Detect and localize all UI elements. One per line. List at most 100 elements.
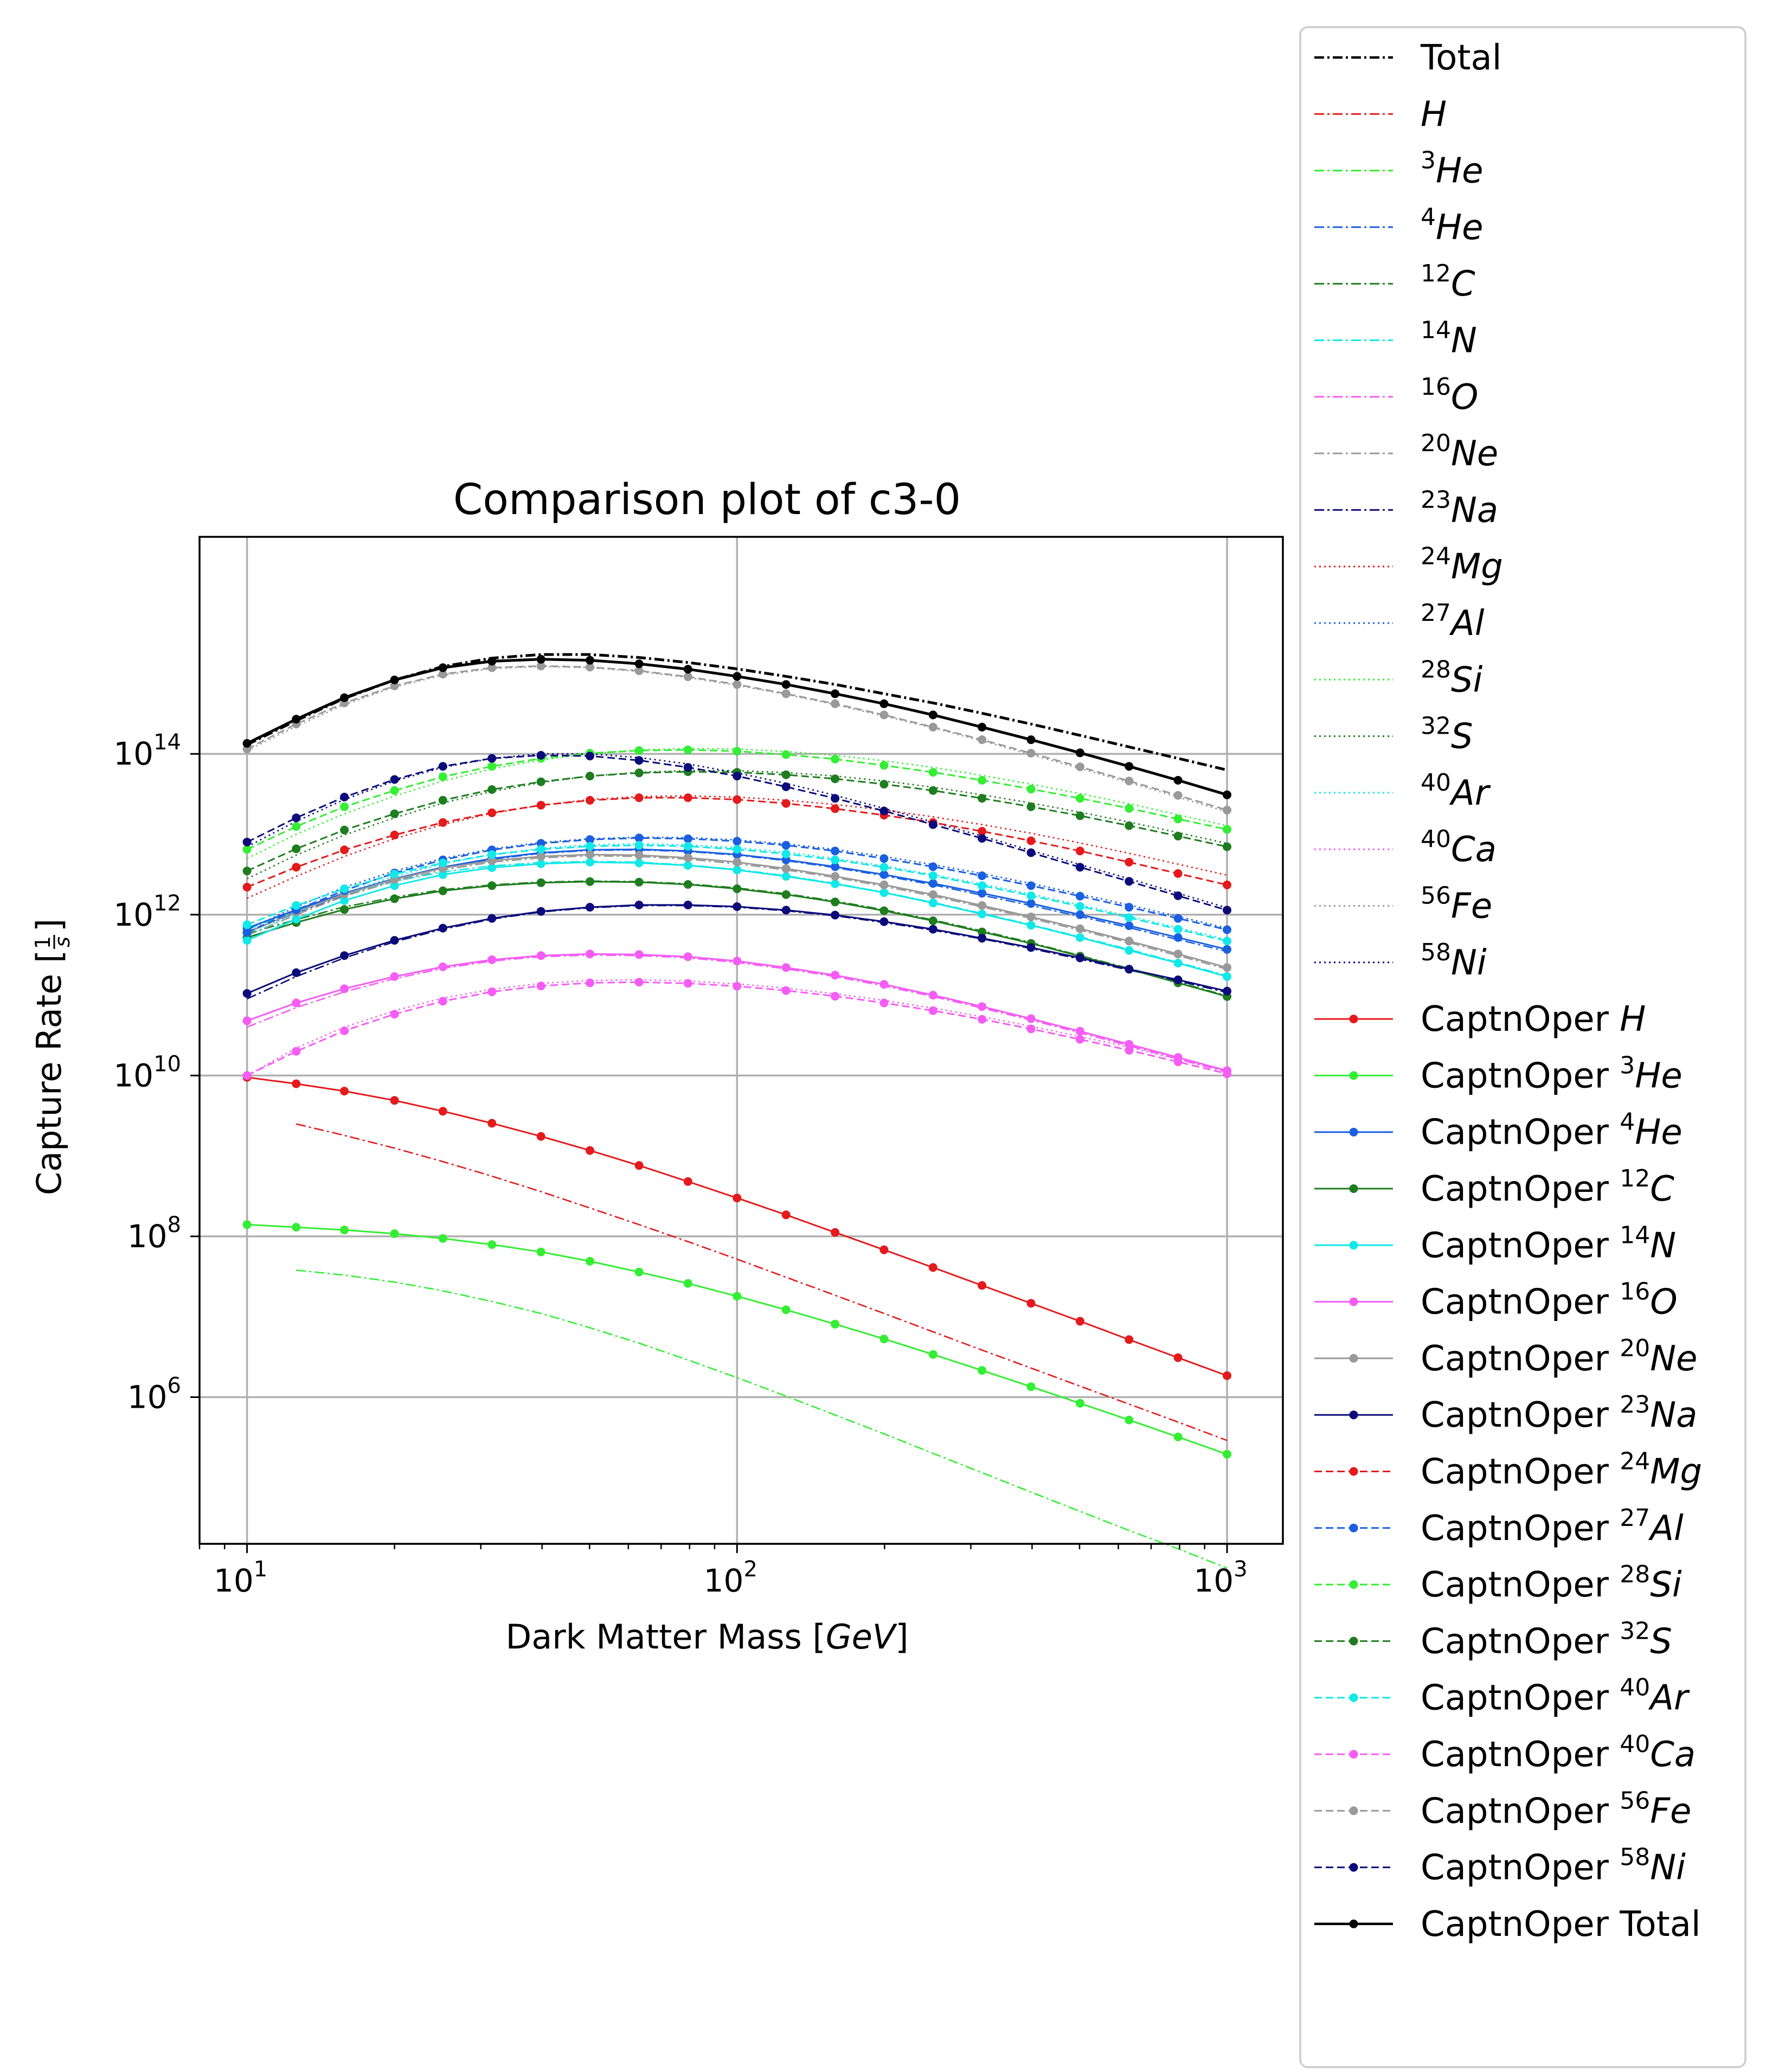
legend-prefix: CaptnOper (1421, 1735, 1620, 1775)
legend-entry: CaptnOper H (1314, 999, 1646, 1040)
legend-prefix: CaptnOper (1421, 1904, 1620, 1945)
data-point (928, 991, 937, 1000)
data-point (733, 884, 742, 893)
data-point (781, 986, 791, 995)
legend-element: O (1451, 377, 1478, 418)
data-point (242, 867, 252, 876)
legend-mass-number: 20 (1421, 429, 1451, 457)
data-point (536, 1247, 545, 1256)
data-point (634, 666, 644, 675)
y-tick-label: 108 (127, 1213, 181, 1255)
legend-element: S (1451, 717, 1473, 757)
data-point (536, 800, 545, 810)
data-point (1026, 899, 1036, 908)
legend-element: Na (1650, 1395, 1697, 1435)
x-tick-exponent: 3 (1234, 1557, 1247, 1582)
data-point (1223, 906, 1231, 915)
data-point (831, 855, 840, 864)
data-point (1125, 921, 1134, 931)
series-captnoper-40ar (242, 841, 1231, 946)
data-point (1026, 1024, 1036, 1034)
legend-entry: CaptnOper 56Fe (1314, 1787, 1691, 1831)
legend-marker-sample (1349, 1184, 1358, 1193)
series-40ar (247, 843, 1228, 940)
x-tick-mantissa: 10 (1193, 1562, 1234, 1599)
data-point (1075, 933, 1084, 942)
legend-prefix: CaptnOper (1421, 1113, 1620, 1153)
legend-element: Mg (1451, 547, 1503, 587)
x-tick-label: 103 (1193, 1557, 1247, 1599)
data-point (1223, 790, 1231, 799)
legend-mass-number: 28 (1421, 656, 1451, 683)
legend-marker-sample (1349, 1919, 1358, 1928)
data-point (487, 955, 497, 964)
legend-label: 4He (1421, 203, 1484, 248)
data-point (1173, 950, 1183, 959)
legend-entry: 40Ar (1314, 769, 1491, 813)
legend-element: He (1436, 151, 1484, 191)
data-point (634, 746, 644, 755)
series-captnoper-total (242, 655, 1231, 799)
data-point (390, 1010, 399, 1019)
data-point (1026, 881, 1036, 890)
legend-label: Total (1420, 38, 1501, 78)
data-point (1223, 1371, 1231, 1380)
data-point (879, 917, 889, 926)
data-point (340, 1226, 349, 1235)
data-point (1223, 925, 1231, 934)
data-point (781, 841, 791, 850)
data-point (978, 827, 987, 836)
data-point (487, 863, 497, 872)
legend-entry: 27Al (1314, 599, 1485, 644)
legend-entry: 12C (1314, 260, 1475, 304)
y-axis-label: Capture Rate [ 1 s ] (29, 919, 74, 1195)
legend-mass-number: 23 (1421, 486, 1451, 514)
data-point (242, 883, 252, 891)
legend-label: 14N (1421, 317, 1477, 361)
data-point (634, 858, 644, 868)
legend-entry: CaptnOper 58Ni (1314, 1844, 1686, 1888)
data-point (781, 1305, 791, 1314)
legend-mass-number: 58 (1421, 939, 1451, 966)
legend-label: CaptnOper 4He (1421, 1108, 1682, 1153)
data-point (978, 735, 987, 745)
data-point (781, 770, 791, 779)
data-point (1223, 842, 1231, 851)
data-point (1026, 1299, 1036, 1308)
y-tick-label: 1014 (113, 730, 181, 772)
legend-prefix: CaptnOper (1421, 1791, 1620, 1831)
data-point (879, 888, 889, 897)
data-point (340, 802, 349, 811)
data-point (487, 850, 497, 859)
data-point (634, 978, 644, 987)
legend-element: Ni (1451, 943, 1487, 983)
data-point (781, 864, 791, 873)
data-point (438, 997, 447, 1006)
data-point (1125, 821, 1134, 830)
data-point (586, 835, 594, 844)
legend-mass-number: 40 (1421, 769, 1451, 797)
data-point (1125, 913, 1134, 922)
data-point (928, 890, 937, 899)
legend-entry: 4He (1314, 203, 1484, 248)
legend-mass-number: 16 (1421, 373, 1451, 401)
y-tick-mantissa: 10 (127, 1218, 168, 1255)
data-point (683, 834, 692, 843)
data-point (1173, 831, 1183, 841)
legend-mass-number: 40 (1620, 1730, 1650, 1758)
legend-entry: 40Ca (1314, 825, 1497, 870)
data-point (1075, 846, 1084, 856)
legend-entry: CaptnOper 20Ne (1314, 1335, 1697, 1379)
data-point (634, 900, 644, 909)
data-point (831, 971, 840, 980)
y-tick-exponent: 12 (153, 891, 181, 916)
grid-lines (200, 537, 1283, 1544)
data-point (390, 809, 399, 818)
data-point (1125, 777, 1134, 786)
data-point (683, 861, 692, 870)
data-point (1223, 936, 1231, 946)
legend-mass-number: 56 (1421, 882, 1451, 910)
data-point (1075, 794, 1084, 803)
legend-label: 24Mg (1421, 543, 1503, 587)
